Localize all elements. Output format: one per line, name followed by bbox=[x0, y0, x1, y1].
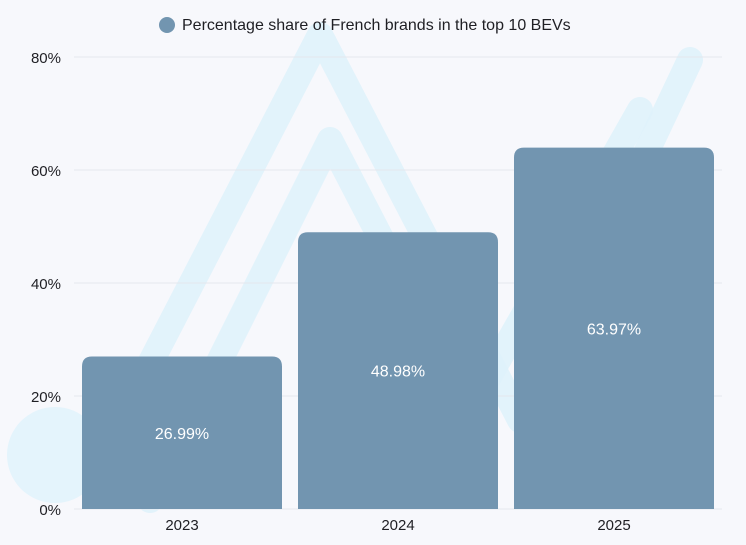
y-tick-label: 0% bbox=[39, 502, 61, 519]
watermark-circle bbox=[7, 407, 103, 503]
x-tick-label: 2025 bbox=[597, 517, 630, 534]
y-axis: 0% 20% 40% 60% 80% bbox=[31, 50, 61, 519]
x-axis: 2023 2024 2025 bbox=[165, 517, 630, 534]
legend-label: Percentage share of French brands in the… bbox=[182, 17, 571, 34]
legend-marker bbox=[159, 17, 175, 33]
y-tick-label: 60% bbox=[31, 163, 61, 180]
data-label: 26.99% bbox=[155, 426, 209, 443]
data-label: 63.97% bbox=[587, 321, 641, 338]
x-tick-label: 2023 bbox=[165, 517, 198, 534]
x-tick-label: 2024 bbox=[381, 517, 414, 534]
y-tick-label: 40% bbox=[31, 276, 61, 293]
y-tick-label: 20% bbox=[31, 389, 61, 406]
bars bbox=[82, 147, 714, 509]
legend: Percentage share of French brands in the… bbox=[159, 17, 571, 34]
bar-2024 bbox=[298, 232, 498, 509]
data-label: 48.98% bbox=[371, 364, 425, 381]
bar-2023 bbox=[82, 356, 282, 509]
data-labels: 26.99% 48.98% 63.97% bbox=[155, 321, 641, 442]
y-tick-label: 80% bbox=[31, 50, 61, 67]
bar-2025 bbox=[514, 147, 714, 509]
